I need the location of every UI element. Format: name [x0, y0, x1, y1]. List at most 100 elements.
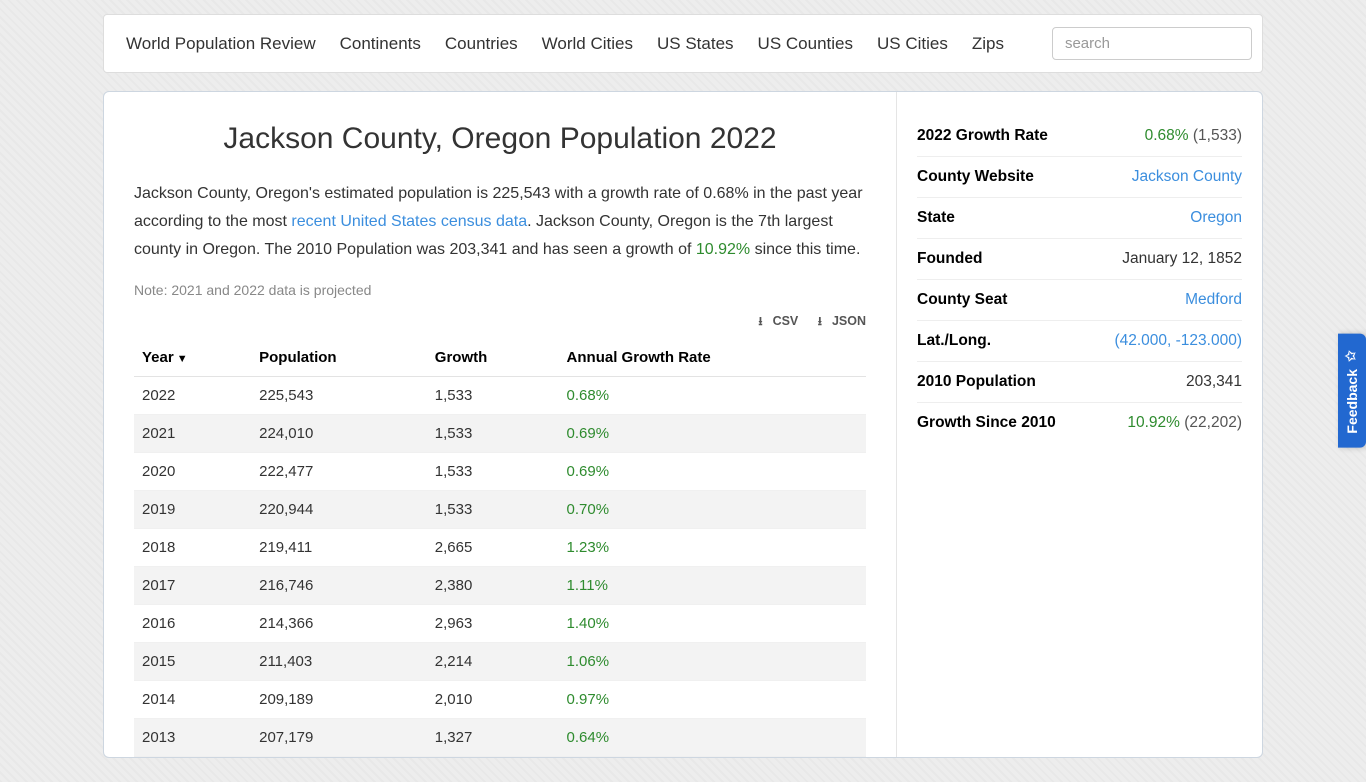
main-column: Jackson County, Oregon Population 2022 J… [104, 92, 897, 757]
cell-rate: 1.11% [559, 567, 866, 605]
cell-growth: 1,327 [427, 719, 559, 757]
star-icon: ✩ [1345, 348, 1360, 363]
sidebar-row-growth-since-2010: Growth Since 2010 10.92% (22,202) [917, 403, 1242, 443]
sidebar-row-2010-population: 2010 Population 203,341 [917, 362, 1242, 403]
population-table: Year▼ Population Growth Annual Growth Ra… [134, 339, 866, 757]
content-card: Jackson County, Oregon Population 2022 J… [103, 91, 1263, 758]
cell-year: 2020 [134, 453, 251, 491]
download-links: ⭳CSV ⭳JSON [134, 312, 866, 333]
nav-link-us-counties[interactable]: US Counties [758, 34, 853, 54]
sidebar-row-latlong: Lat./Long. (42.000, -123.000) [917, 321, 1242, 362]
sidebar-label: Lat./Long. [917, 332, 991, 350]
intro-growth-percent: 10.92% [696, 241, 750, 258]
download-icon: ⭳ [818, 314, 822, 328]
table-row: 2018219,4112,6651.23% [134, 529, 866, 567]
cell-population: 219,411 [251, 529, 427, 567]
cell-growth: 2,380 [427, 567, 559, 605]
sidebar-label: County Seat [917, 291, 1007, 309]
sidebar-label: 2022 Growth Rate [917, 127, 1048, 145]
cell-growth: 2,665 [427, 529, 559, 567]
download-json[interactable]: ⭳JSON [810, 314, 866, 328]
nav-link-continents[interactable]: Continents [340, 34, 421, 54]
sidebar-row-county-seat: County Seat Medford [917, 280, 1242, 321]
intro-paragraph: Jackson County, Oregon's estimated popul… [134, 180, 866, 264]
nav-link-world-cities[interactable]: World Cities [542, 34, 633, 54]
table-row: 2014209,1892,0100.97% [134, 681, 866, 719]
sidebar-value[interactable]: Oregon [1190, 209, 1242, 227]
table-row: 2019220,9441,5330.70% [134, 491, 866, 529]
cell-year: 2019 [134, 491, 251, 529]
nav-link-home[interactable]: World Population Review [126, 34, 316, 54]
cell-year: 2021 [134, 415, 251, 453]
sidebar-value: 10.92% (22,202) [1127, 414, 1242, 432]
nav-link-us-cities[interactable]: US Cities [877, 34, 948, 54]
sidebar-value[interactable]: Medford [1185, 291, 1242, 309]
cell-population: 211,403 [251, 643, 427, 681]
cell-population: 220,944 [251, 491, 427, 529]
sidebar-label: Founded [917, 250, 982, 268]
sidebar-value[interactable]: Jackson County [1132, 168, 1242, 186]
col-header-growth[interactable]: Growth [427, 339, 559, 377]
cell-growth: 1,533 [427, 415, 559, 453]
table-row: 2017216,7462,3801.11% [134, 567, 866, 605]
sidebar-row-growth-rate: 2022 Growth Rate 0.68% (1,533) [917, 116, 1242, 157]
cell-year: 2016 [134, 605, 251, 643]
sidebar-label: State [917, 209, 955, 227]
sidebar: 2022 Growth Rate 0.68% (1,533) County We… [897, 92, 1262, 757]
cell-population: 224,010 [251, 415, 427, 453]
sort-desc-icon: ▼ [177, 353, 188, 365]
cell-year: 2017 [134, 567, 251, 605]
cell-rate: 0.70% [559, 491, 866, 529]
cell-growth: 1,533 [427, 491, 559, 529]
sidebar-value[interactable]: (42.000, -123.000) [1114, 332, 1242, 350]
download-icon: ⭳ [758, 314, 762, 328]
sidebar-label: 2010 Population [917, 373, 1036, 391]
projection-note: Note: 2021 and 2022 data is projected [134, 282, 866, 298]
nav-link-countries[interactable]: Countries [445, 34, 518, 54]
table-row: 2022225,5431,5330.68% [134, 377, 866, 415]
col-header-year[interactable]: Year▼ [134, 339, 251, 377]
nav-link-zips[interactable]: Zips [972, 34, 1004, 54]
cell-rate: 0.64% [559, 719, 866, 757]
cell-population: 209,189 [251, 681, 427, 719]
sidebar-row-website: County Website Jackson County [917, 157, 1242, 198]
navbar: World Population Review Continents Count… [103, 14, 1263, 73]
cell-year: 2015 [134, 643, 251, 681]
cell-population: 207,179 [251, 719, 427, 757]
search-input[interactable] [1052, 27, 1252, 60]
cell-population: 214,366 [251, 605, 427, 643]
cell-rate: 0.69% [559, 453, 866, 491]
sidebar-label: Growth Since 2010 [917, 414, 1056, 432]
cell-growth: 2,010 [427, 681, 559, 719]
cell-growth: 2,963 [427, 605, 559, 643]
cell-rate: 1.06% [559, 643, 866, 681]
cell-rate: 0.69% [559, 415, 866, 453]
sidebar-value: 203,341 [1186, 373, 1242, 391]
cell-growth: 2,214 [427, 643, 559, 681]
sidebar-value: 0.68% (1,533) [1145, 127, 1242, 145]
feedback-tab[interactable]: Feedback ✩ [1338, 334, 1366, 448]
table-row: 2015211,4032,2141.06% [134, 643, 866, 681]
sidebar-row-state: State Oregon [917, 198, 1242, 239]
cell-rate: 1.40% [559, 605, 866, 643]
table-row: 2020222,4771,5330.69% [134, 453, 866, 491]
col-header-population[interactable]: Population [251, 339, 427, 377]
cell-growth: 1,533 [427, 377, 559, 415]
cell-year: 2013 [134, 719, 251, 757]
nav-link-us-states[interactable]: US States [657, 34, 734, 54]
download-csv[interactable]: ⭳CSV [750, 314, 798, 328]
cell-year: 2018 [134, 529, 251, 567]
cell-growth: 1,533 [427, 453, 559, 491]
cell-year: 2014 [134, 681, 251, 719]
cell-population: 225,543 [251, 377, 427, 415]
table-row: 2016214,3662,9631.40% [134, 605, 866, 643]
census-data-link[interactable]: recent United States census data [291, 213, 527, 230]
cell-rate: 1.23% [559, 529, 866, 567]
cell-rate: 0.97% [559, 681, 866, 719]
table-row: 2013207,1791,3270.64% [134, 719, 866, 757]
cell-population: 222,477 [251, 453, 427, 491]
cell-year: 2022 [134, 377, 251, 415]
cell-rate: 0.68% [559, 377, 866, 415]
intro-text-post: since this time. [750, 241, 860, 258]
col-header-rate[interactable]: Annual Growth Rate [559, 339, 866, 377]
